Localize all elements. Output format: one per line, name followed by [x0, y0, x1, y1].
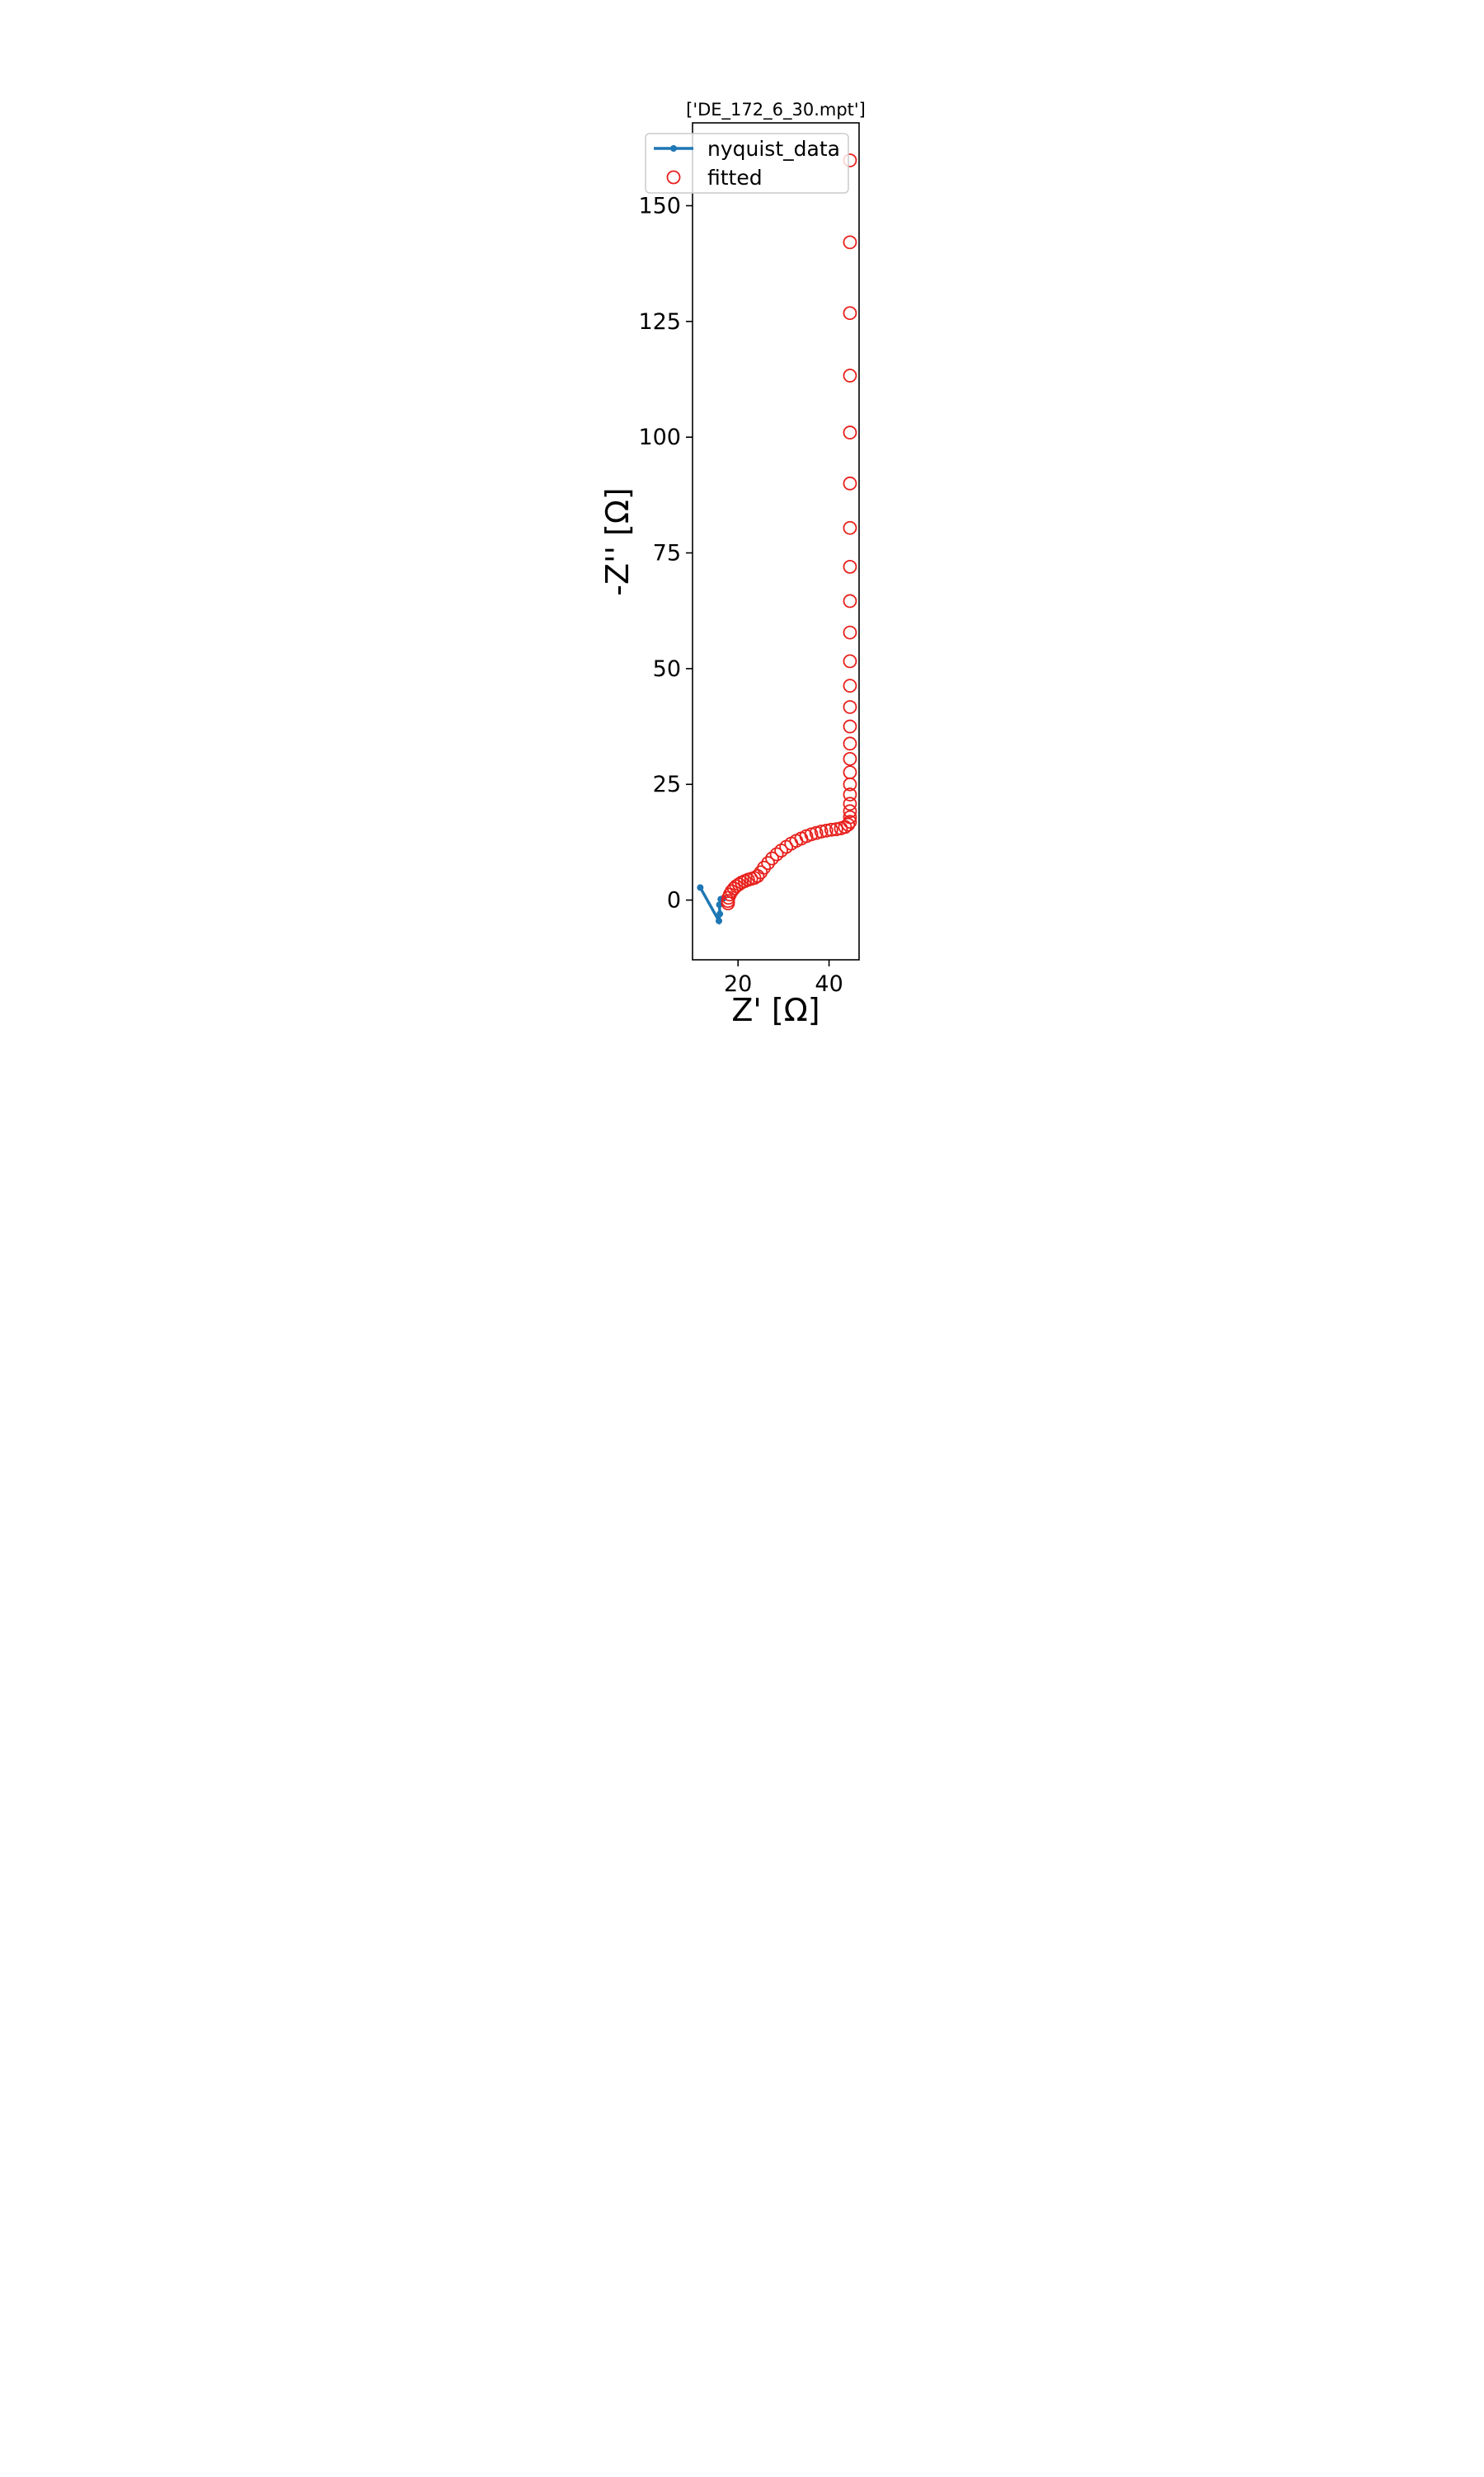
data-point — [716, 917, 723, 924]
fit-point — [809, 825, 824, 840]
fit-point — [843, 625, 857, 640]
fit-point — [843, 594, 857, 609]
fit-point — [843, 719, 857, 734]
fit-point — [843, 369, 857, 383]
fit-point — [843, 777, 857, 792]
y-tick-label: 0 — [667, 888, 681, 914]
x-tick-label: 40 — [815, 971, 843, 997]
legend-label: nyquist_data — [707, 137, 840, 161]
fit-point — [750, 868, 765, 883]
fit-point — [774, 844, 789, 858]
fit-point — [819, 823, 834, 838]
fit-point — [731, 877, 746, 891]
x-axis-label: Z' [Ω] — [731, 992, 819, 1028]
fit-point — [814, 825, 829, 839]
fit-point — [843, 804, 857, 819]
fit-point — [843, 306, 857, 321]
fit-point — [843, 559, 857, 574]
data-point — [716, 901, 723, 909]
x-tick-label: 20 — [724, 971, 752, 997]
y-tick-label: 50 — [653, 656, 681, 682]
y-tick-label: 125 — [638, 309, 681, 335]
fit-point — [843, 797, 857, 811]
fit-point — [841, 817, 856, 832]
axes-frame — [692, 122, 860, 961]
y-axis-label: -Z'' [Ω] — [599, 487, 636, 595]
legend-box — [645, 133, 849, 194]
fit-point — [761, 856, 776, 871]
fit-point — [843, 654, 857, 669]
fit-point — [843, 815, 857, 830]
y-tick-label: 25 — [653, 772, 681, 797]
fit-point — [824, 822, 838, 837]
fit-point — [829, 822, 843, 837]
fit-point — [765, 851, 779, 866]
fit-point — [843, 700, 857, 714]
legend-marker — [666, 170, 681, 185]
fit-point — [843, 751, 857, 766]
legend-label: fitted — [707, 166, 763, 190]
data-point — [697, 884, 704, 891]
fit-point — [843, 520, 857, 535]
fit-point — [843, 425, 857, 439]
fit-point — [843, 736, 857, 751]
data-point — [716, 910, 724, 918]
fit-point — [843, 476, 857, 491]
fit-point — [843, 679, 857, 693]
fit-point — [769, 847, 784, 862]
fit-point — [721, 896, 735, 910]
y-tick-label: 150 — [638, 193, 681, 219]
y-tick-label: 100 — [638, 425, 681, 450]
fit-point — [843, 787, 857, 801]
chart-title: ['DE_172_6_30.mpt'] — [686, 100, 866, 120]
fit-point — [834, 821, 848, 835]
legend-marker — [670, 145, 677, 152]
fit-point — [843, 765, 857, 780]
fit-point — [843, 235, 857, 250]
y-tick-label: 75 — [653, 541, 681, 566]
